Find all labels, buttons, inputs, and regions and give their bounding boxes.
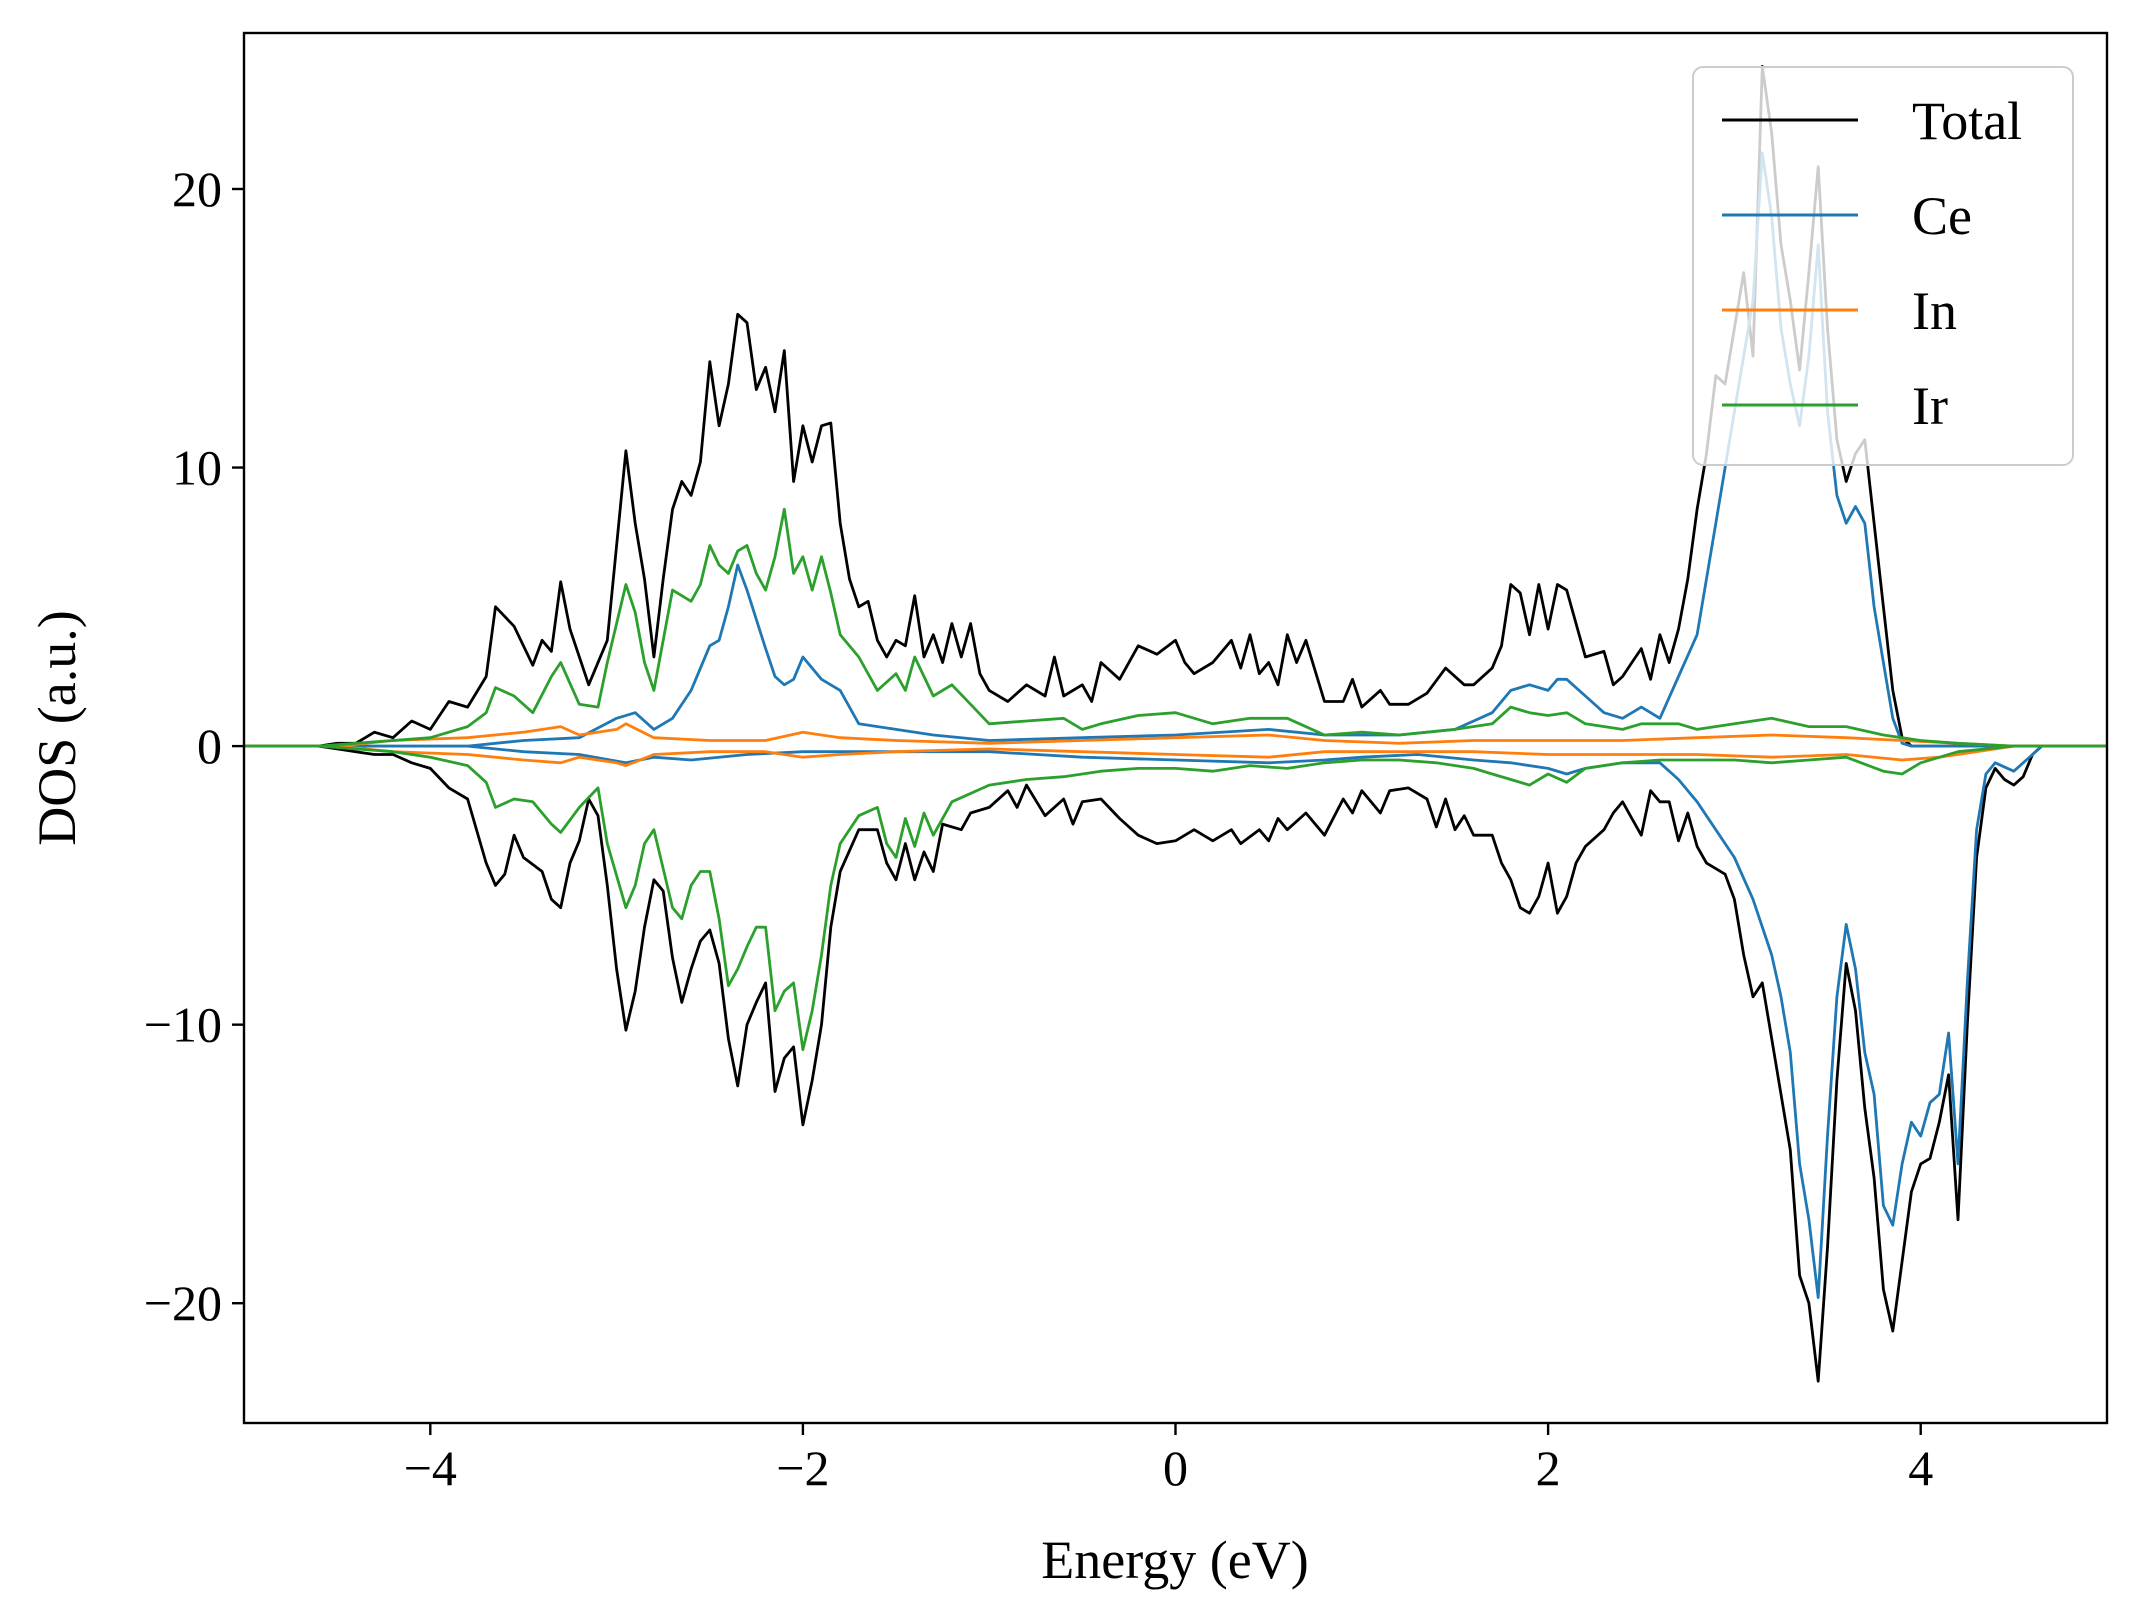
y-axis-title: DOS (a.u.) <box>27 610 87 845</box>
series-layer <box>244 65 2107 1383</box>
legend-box <box>1692 66 2074 466</box>
y-tick-label: −20 <box>144 1275 222 1331</box>
series-line-ir-up <box>244 507 2107 748</box>
series-line-total-down <box>244 744 2107 1383</box>
x-tick-label: −2 <box>776 1440 829 1496</box>
series-line-in-down <box>244 744 2107 767</box>
series-line-in-up <box>244 722 2107 748</box>
plot-area <box>242 31 2109 1425</box>
series-line-total-up <box>244 65 2107 748</box>
x-tick-label: 4 <box>1908 1440 1933 1496</box>
legend: Total Ce In Ir <box>1692 66 2074 466</box>
x-axis: −4 −2 0 2 4 <box>404 1423 1933 1496</box>
y-tick-label: −10 <box>144 997 222 1053</box>
y-tick-label: 10 <box>172 440 222 496</box>
legend-label-in: In <box>1912 281 1957 341</box>
x-tick-label: 0 <box>1163 1440 1188 1496</box>
legend-label-ir: Ir <box>1912 376 1948 436</box>
series-line-ir-down <box>244 744 2107 1052</box>
x-axis-title: Energy (eV) <box>1041 1530 1308 1590</box>
x-tick-label: −4 <box>404 1440 457 1496</box>
legend-label-ce: Ce <box>1912 186 1972 246</box>
legend-label-total: Total <box>1912 91 2022 151</box>
x-tick-label: 2 <box>1536 1440 1561 1496</box>
y-tick-label: 20 <box>172 161 222 217</box>
y-tick-label: 0 <box>197 718 222 774</box>
y-axis: −20 −10 0 10 20 <box>144 161 244 1331</box>
